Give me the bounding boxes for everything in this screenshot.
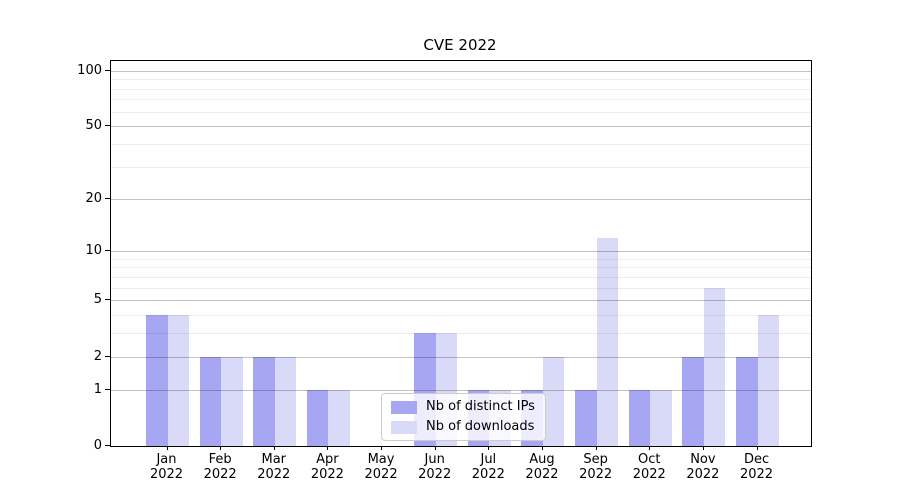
gridline-minor-70 [111,99,811,101]
bar-downloads-sep [596,237,619,446]
gridline-minor-90 [111,79,811,81]
bar-distinct-ips-sep [575,389,597,446]
gridline-major-10 [111,251,811,253]
bar-distinct-ips-feb [199,356,222,446]
gridline-major-1 [111,389,811,391]
bar-downloads-dec [757,315,780,446]
x-tick-label-may: May 2022 [364,452,398,482]
legend-swatch-downloads [391,420,417,434]
x-tick-mark-may [381,446,383,450]
bars-layer [111,61,811,446]
gridline-minor-40 [111,144,811,146]
bar-downloads-feb [221,356,243,446]
y-tick-label-1: 1 [93,381,102,397]
y-tick-label-0: 0 [93,438,102,453]
gridline-minor-60 [111,111,811,113]
x-tick-mark-oct [649,446,651,450]
bar-distinct-ips-jan [146,315,168,446]
x-tick-mark-aug [541,446,543,450]
bar-distinct-ips-oct [628,389,651,446]
bar-downloads-jan [167,315,189,446]
legend-label-distinct-ips: Nb of distinct IPs [426,399,535,414]
bar-downloads-aug [542,356,565,446]
x-tick-mark-jul [488,446,490,450]
x-tick-mark-jun [434,446,436,450]
x-tick-label-aug: Aug 2022 [525,452,559,482]
x-tick-mark-feb [220,446,222,450]
plot-area: Nb of distinct IPs Nb of downloads [110,60,812,447]
gridline-minor-80 [111,88,811,90]
bar-downloads-mar [274,356,297,446]
gridline-minor-3 [111,333,811,335]
y-tick-mark-1 [105,388,110,390]
y-tick-mark-50 [105,125,110,127]
gridline-minor-4 [111,315,811,317]
x-tick-label-dec: Dec 2022 [739,452,774,482]
gridline-major-100 [111,70,811,72]
x-tick-mark-dec [756,446,758,450]
gridline-major-2 [111,356,811,358]
x-tick-label-feb: Feb 2022 [203,452,237,482]
gridline-major-20 [111,198,811,200]
x-tick-label-mar: Mar 2022 [257,452,291,482]
gridline-major-50 [111,126,811,128]
gridline-minor-8 [111,267,811,269]
gridline-minor-9 [111,258,811,260]
x-tick-mark-jan [166,446,168,450]
x-tick-mark-nov [702,446,704,450]
y-tick-mark-5 [105,299,110,301]
y-tick-label-100: 100 [77,62,102,78]
x-tick-label-apr: Apr 2022 [310,452,344,482]
gridline-major-5 [111,300,811,302]
y-tick-label-10: 10 [85,243,102,259]
x-tick-label-nov: Nov 2022 [686,452,720,482]
x-tick-label-oct: Oct 2022 [632,452,666,482]
gridline-minor-30 [111,166,811,168]
bar-distinct-ips-apr [306,389,329,446]
x-tick-label-jan: Jan 2022 [149,452,184,482]
legend-label-downloads: Nb of downloads [426,419,535,434]
y-tick-mark-2 [105,355,110,357]
chart-title: CVE 2022 [423,36,497,54]
gridline-minor-7 [111,276,811,278]
bar-downloads-oct [650,389,672,446]
legend: Nb of distinct IPs Nb of downloads [381,393,546,441]
x-tick-mark-sep [595,446,597,450]
bar-downloads-nov [703,287,726,446]
x-tick-label-jul: Jul 2022 [471,452,505,482]
y-tick-mark-0 [105,445,110,446]
y-tick-label-2: 2 [93,348,102,364]
x-tick-label-jun: Jun 2022 [418,452,452,482]
gridline-minor-6 [111,287,811,289]
legend-row-distinct-ips: Nb of distinct IPs [391,400,535,414]
x-tick-mark-apr [327,446,329,450]
x-tick-label-sep: Sep 2022 [579,452,613,482]
bar-distinct-ips-nov [682,356,704,446]
y-tick-mark-10 [105,250,110,252]
y-tick-mark-100 [105,69,110,71]
y-tick-label-20: 20 [85,190,102,206]
bar-downloads-apr [328,389,350,446]
y-tick-label-50: 50 [85,118,102,134]
x-tick-mark-mar [273,446,275,450]
y-tick-mark-20 [105,197,110,199]
grid-layer [111,61,811,446]
y-tick-label-5: 5 [93,292,102,308]
bar-distinct-ips-dec [736,356,758,446]
legend-row-downloads: Nb of downloads [391,420,535,434]
legend-swatch-distinct-ips [391,400,417,414]
bar-distinct-ips-mar [253,356,275,446]
